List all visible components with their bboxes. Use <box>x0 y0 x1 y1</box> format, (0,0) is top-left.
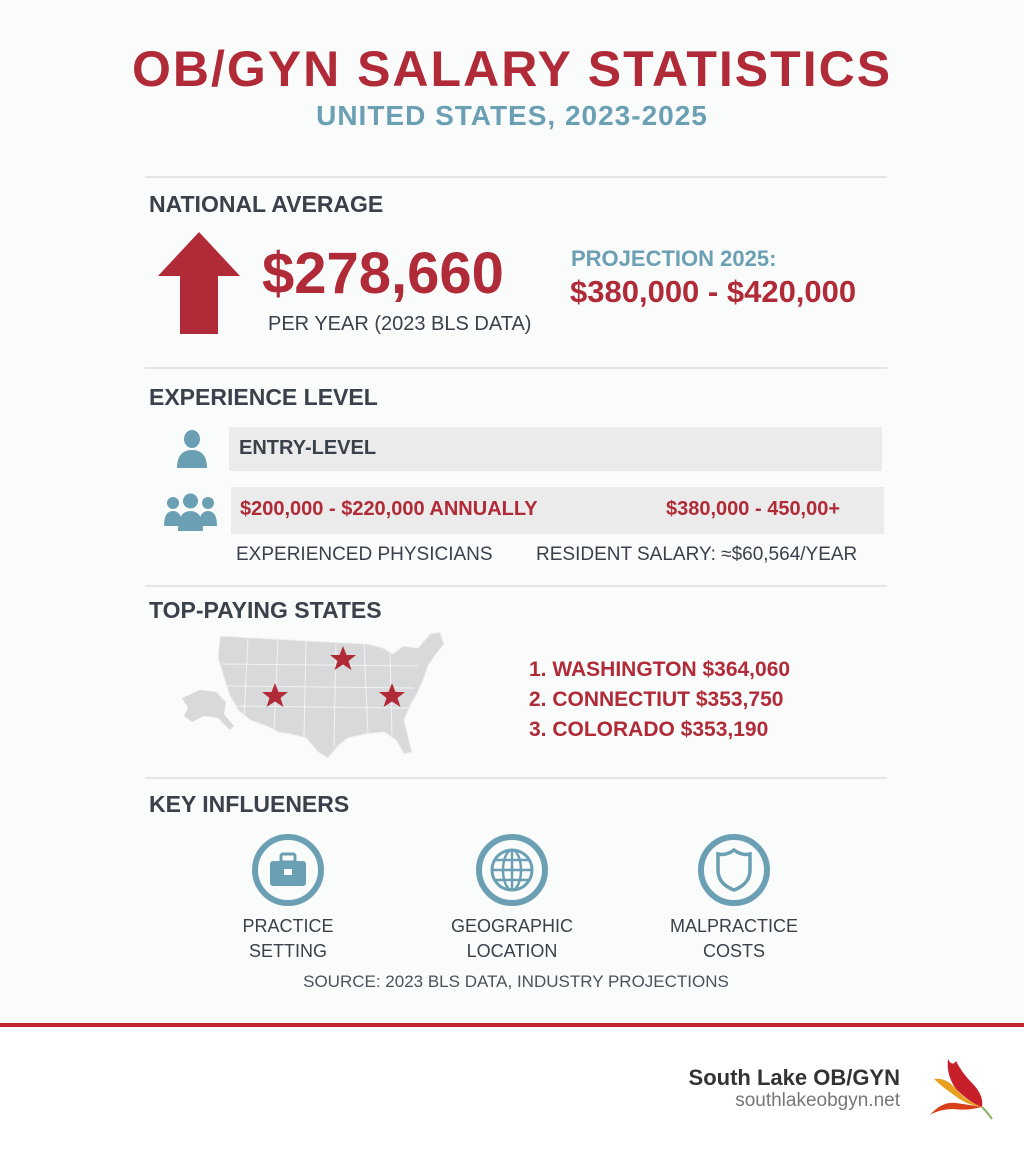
page-title: OB/GYN SALARY STATISTICS <box>131 41 893 97</box>
salary-range-bar <box>231 487 884 534</box>
influencer-label-line1: MALPRACTICE <box>669 916 799 936</box>
briefcase-icon <box>252 834 324 906</box>
shield-icon <box>698 834 770 906</box>
divider <box>145 367 887 369</box>
influencer-label: PRACTICE SETTING <box>242 916 334 961</box>
people-group-icon <box>164 493 217 531</box>
state-item: 1. WASHINGTON $364,060 <box>529 658 791 681</box>
entry-level-bar <box>229 427 882 471</box>
projection-label: PROJECTION 2025: <box>571 246 777 271</box>
divider <box>145 176 887 178</box>
national-average-note: PER YEAR (2023 BLS DATA) <box>268 313 532 335</box>
experience-level-heading: EXPERIENCE LEVEL <box>149 384 378 410</box>
brand-name: South Lake OB/GYN <box>688 1065 900 1090</box>
projection-value: $380,000 - $420,000 <box>570 274 857 309</box>
influencer-label-line2: LOCATION <box>466 941 558 961</box>
globe-icon <box>476 834 548 906</box>
footer-divider <box>0 1023 1024 1027</box>
entry-level-label: ENTRY-LEVEL <box>239 437 377 459</box>
influencer-geographic-location: GEOGRAPHIC LOCATION <box>432 832 592 964</box>
experienced-physicians-label: EXPERIENCED PHYSICIANS <box>236 544 493 565</box>
footer <box>0 1027 1024 1154</box>
influencer-label-line2: COSTS <box>702 941 765 961</box>
up-arrow-icon <box>158 232 240 334</box>
state-item: 2. CONNECTIUT $353,750 <box>529 688 784 711</box>
page-subtitle: UNITED STATES, 2023-2025 <box>316 100 708 131</box>
key-influencers-heading: KEY INFLUENERS <box>149 791 350 817</box>
brand-url[interactable]: southlakeobgyn.net <box>735 1090 900 1111</box>
influencer-practice-setting: PRACTICE SETTING <box>208 832 368 964</box>
resident-salary: RESIDENT SALARY: ≈$60,564/YEAR <box>536 544 858 565</box>
us-map-icon <box>182 631 445 759</box>
tulip-logo-icon <box>930 1059 993 1120</box>
divider <box>145 777 887 779</box>
entry-salary-range: $200,000 - $220,000 ANNUALLY <box>240 498 538 520</box>
influencer-label-line1: GEOGRAPHIC <box>450 916 574 936</box>
experienced-salary-range: $380,000 - 450,00+ <box>666 498 841 520</box>
top-states-list: 1. WASHINGTON $364,060 2. CONNECTIUT $35… <box>529 655 790 745</box>
top-paying-states-heading: TOP-PAYING STATES <box>149 597 382 623</box>
national-average-value: $278,660 <box>262 241 504 306</box>
influencer-malpractice-costs: MALPRACTICE COSTS <box>654 832 814 964</box>
source-note: SOURCE: 2023 BLS DATA, INDUSTRY PROJECTI… <box>303 972 729 991</box>
state-item: 3. COLORADO $353,190 <box>529 718 769 741</box>
divider <box>145 585 887 587</box>
national-average-heading: NATIONAL AVERAGE <box>149 191 384 217</box>
person-icon <box>177 430 207 468</box>
